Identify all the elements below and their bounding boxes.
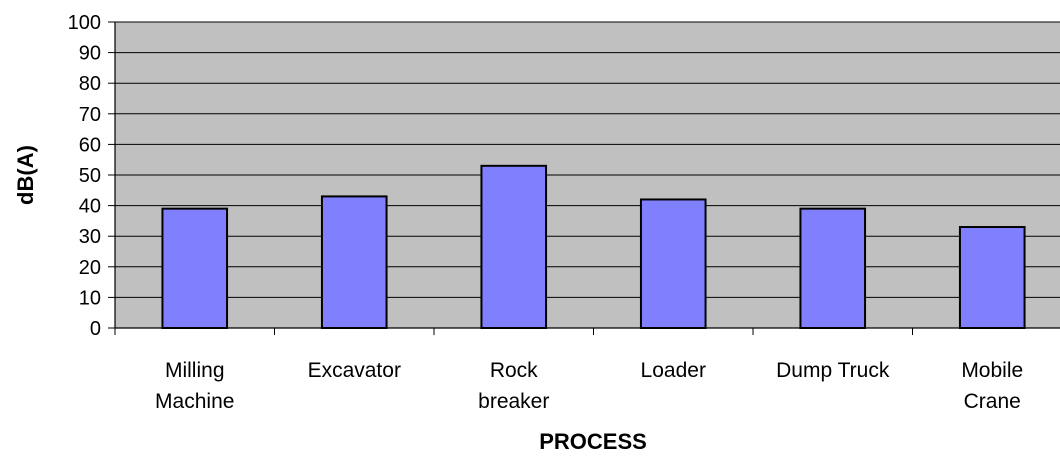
axes: [108, 21, 1060, 335]
bar-series: [161, 164, 1026, 330]
bar: [320, 195, 388, 329]
y-tick-label: 50: [79, 165, 101, 187]
category-label: Mobile: [961, 359, 1023, 382]
y-tick-labels: 0 10 20 30 40 50 60 70 80 90 100: [68, 12, 101, 340]
category-label: Milling: [165, 359, 225, 382]
y-axis-title: dB(A): [13, 145, 38, 205]
y-tick-label: 40: [79, 196, 101, 218]
category-label: Dump Truck: [776, 359, 890, 382]
bar: [639, 198, 707, 329]
gridlines: [115, 21, 1060, 298]
bar: [161, 207, 229, 329]
x-axis-title: PROCESS: [539, 429, 647, 454]
category-label: Excavator: [308, 359, 401, 382]
bar: [799, 207, 867, 329]
bar: [958, 226, 1026, 330]
y-tick-label: 30: [79, 226, 101, 248]
bar: [480, 164, 548, 329]
y-tick-label: 60: [79, 134, 101, 156]
category-label: Rock: [490, 359, 538, 382]
category-label: Crane: [964, 390, 1021, 413]
y-tick-label: 90: [79, 43, 101, 65]
category-label: breaker: [478, 390, 549, 413]
y-tick-label: 70: [79, 104, 101, 126]
y-tick-label: 100: [68, 12, 101, 34]
category-label: Machine: [155, 390, 234, 413]
x-tick-labels: Milling Machine Excavator Rock breaker Loader…: [155, 359, 1023, 413]
y-tick-label: 20: [79, 257, 101, 279]
y-tick-label: 10: [79, 287, 101, 309]
category-label: Loader: [641, 359, 706, 382]
y-tick-label: 0: [90, 318, 101, 340]
y-tick-label: 80: [79, 73, 101, 95]
